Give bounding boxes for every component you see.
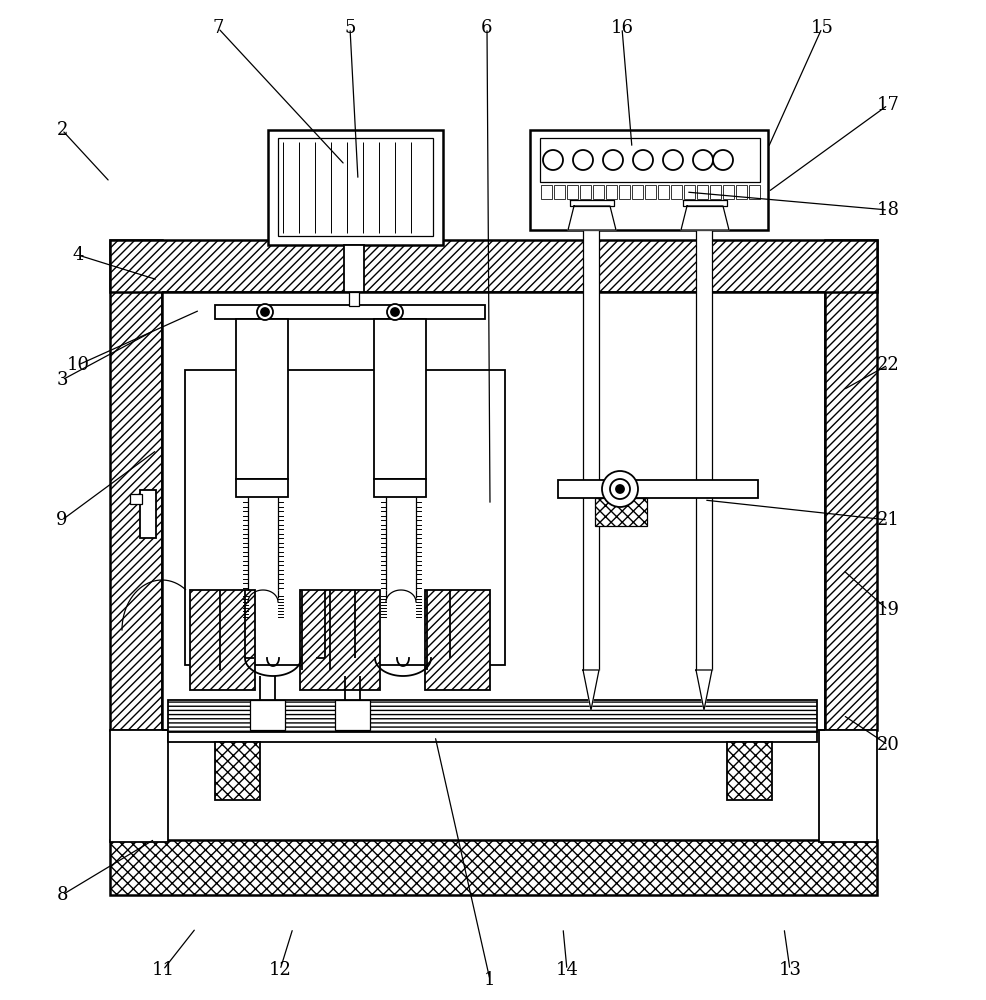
Text: 13: 13	[778, 961, 801, 979]
Text: 9: 9	[56, 511, 68, 529]
Polygon shape	[695, 670, 711, 710]
Text: 17: 17	[876, 96, 898, 114]
Circle shape	[387, 304, 402, 320]
Bar	[683, 185, 694, 199]
Bar	[109, 730, 168, 842]
Circle shape	[663, 150, 682, 170]
Text: 5: 5	[344, 19, 355, 37]
Bar	[736, 185, 746, 199]
Bar	[109, 240, 877, 292]
Bar	[344, 245, 364, 292]
Text: 20: 20	[876, 736, 898, 754]
Bar	[168, 700, 816, 732]
Polygon shape	[680, 206, 729, 230]
Bar	[215, 305, 484, 319]
Bar	[236, 479, 288, 497]
Bar	[593, 185, 603, 199]
Bar	[631, 185, 642, 199]
Circle shape	[632, 150, 653, 170]
Bar	[190, 590, 254, 690]
Text: 11: 11	[151, 961, 175, 979]
Bar	[618, 185, 629, 199]
Circle shape	[601, 471, 637, 507]
Bar	[529, 130, 767, 230]
Bar	[696, 185, 707, 199]
Bar	[748, 185, 759, 199]
Text: 1: 1	[484, 971, 495, 989]
Text: 10: 10	[66, 356, 90, 374]
Bar	[349, 292, 359, 306]
Circle shape	[390, 308, 398, 316]
Bar	[557, 480, 757, 498]
Text: 21: 21	[876, 511, 898, 529]
Text: 16: 16	[610, 19, 633, 37]
Bar	[184, 370, 505, 665]
Bar	[824, 240, 877, 730]
Bar	[109, 840, 877, 895]
Polygon shape	[567, 206, 615, 230]
Circle shape	[542, 150, 562, 170]
Bar	[595, 498, 647, 526]
Bar	[168, 732, 816, 742]
Circle shape	[692, 150, 712, 170]
Text: 8: 8	[56, 886, 68, 904]
Circle shape	[573, 150, 593, 170]
Bar	[539, 138, 759, 182]
Polygon shape	[682, 200, 727, 206]
Bar	[583, 230, 599, 670]
Bar	[695, 230, 711, 670]
Bar	[374, 319, 426, 479]
Bar	[553, 185, 564, 199]
Text: 15: 15	[810, 19, 832, 37]
Polygon shape	[583, 670, 599, 710]
Bar	[727, 742, 771, 800]
Text: 6: 6	[481, 19, 492, 37]
Bar	[249, 700, 285, 730]
Bar	[268, 130, 443, 245]
Bar	[109, 240, 162, 730]
Bar	[540, 185, 551, 199]
Bar	[605, 185, 616, 199]
Circle shape	[260, 308, 269, 316]
Circle shape	[256, 304, 273, 320]
Bar	[236, 319, 288, 479]
Bar	[670, 185, 681, 199]
Text: 7: 7	[212, 19, 224, 37]
Circle shape	[602, 150, 622, 170]
Bar	[300, 590, 380, 690]
Bar	[130, 494, 142, 504]
Text: 18: 18	[876, 201, 898, 219]
Bar	[278, 138, 433, 236]
Text: 19: 19	[876, 601, 898, 619]
Bar	[215, 742, 259, 800]
Bar	[709, 185, 720, 199]
Circle shape	[615, 485, 623, 493]
Bar	[374, 479, 426, 497]
Polygon shape	[570, 200, 613, 206]
Text: 12: 12	[268, 961, 291, 979]
Bar	[818, 730, 877, 842]
Text: 14: 14	[555, 961, 578, 979]
Bar	[580, 185, 591, 199]
Bar	[644, 185, 656, 199]
Bar	[566, 185, 578, 199]
Text: 2: 2	[56, 121, 68, 139]
Text: 3: 3	[56, 371, 68, 389]
Circle shape	[609, 479, 629, 499]
Bar	[334, 700, 370, 730]
Bar	[723, 185, 734, 199]
Text: 4: 4	[72, 246, 84, 264]
Text: 22: 22	[876, 356, 898, 374]
Bar	[658, 185, 669, 199]
Bar	[140, 490, 156, 538]
Circle shape	[712, 150, 733, 170]
Bar	[425, 590, 489, 690]
